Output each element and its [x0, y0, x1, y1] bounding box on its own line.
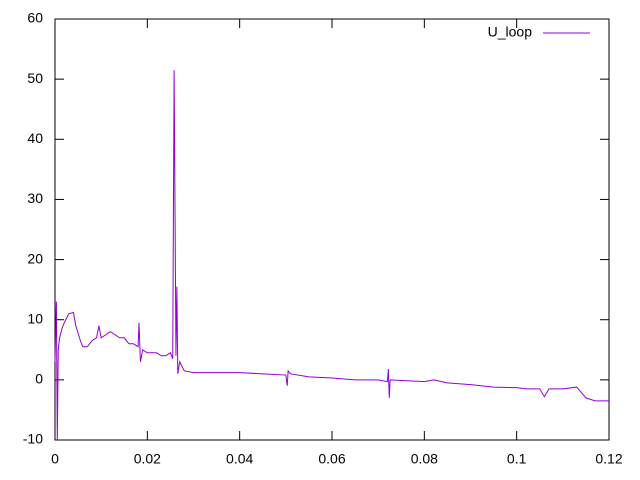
plot-border	[54, 18, 610, 441]
y-tick-label: 60	[27, 10, 43, 26]
y-tick-label: -10	[23, 431, 43, 447]
legend-label: U_loop	[488, 24, 533, 40]
y-tick-label: 0	[35, 371, 43, 387]
x-tick-label: 0.08	[411, 451, 438, 467]
x-tick-label: 0.06	[318, 451, 345, 467]
x-tick-label: 0.02	[134, 451, 161, 467]
x-tick-label: 0.12	[595, 451, 622, 467]
x-tick-label: 0	[51, 451, 59, 467]
y-tick-label: 20	[27, 250, 43, 266]
x-tick-label: 0.04	[226, 451, 253, 467]
x-tick-label: 0.1	[507, 451, 527, 467]
y-tick-label: 30	[27, 190, 43, 206]
y-tick-label: 50	[27, 70, 43, 86]
y-tick-label: 40	[27, 130, 43, 146]
data-line	[54, 70, 609, 441]
y-tick-label: 10	[27, 310, 43, 326]
